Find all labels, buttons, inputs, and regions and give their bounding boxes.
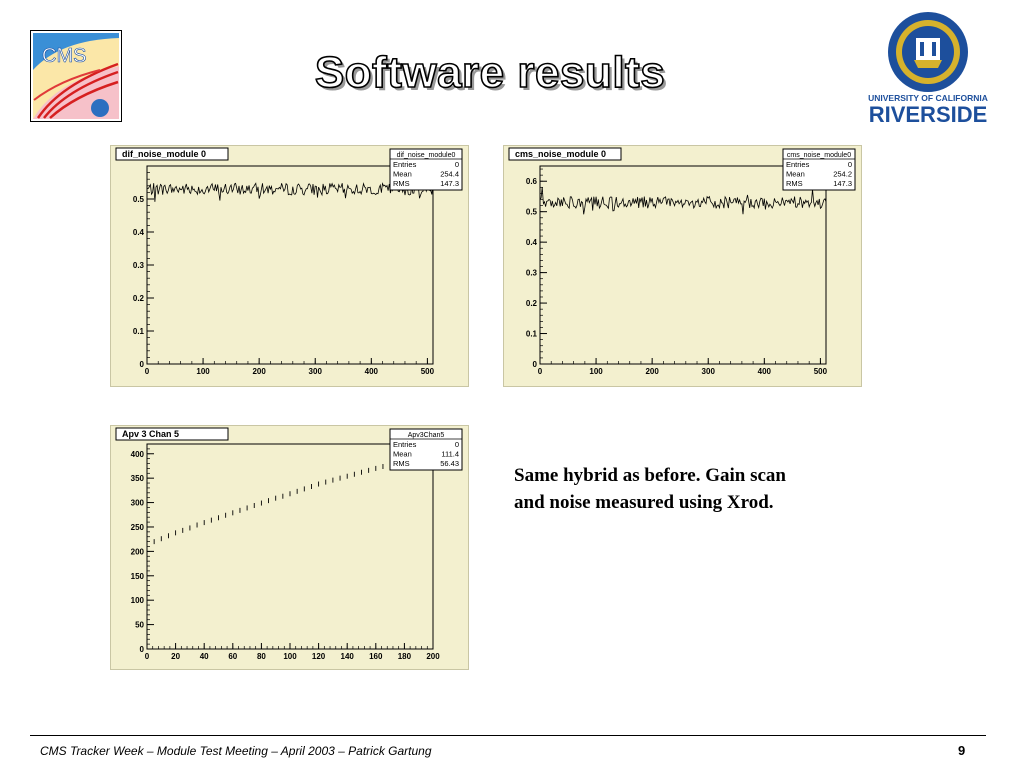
stats-value: 147.3 (833, 179, 852, 188)
x-tick-label: 140 (341, 652, 355, 661)
page-title: Software results (314, 47, 666, 98)
stats-name: Apv3Chan5 (408, 432, 445, 439)
stats-label: RMS (393, 459, 410, 468)
stats-box (782, 148, 856, 191)
stats-box (389, 428, 463, 471)
stats-value: 111.4 (441, 450, 459, 459)
y-tick-label: 100 (131, 596, 145, 605)
x-tick-label: 100 (283, 652, 297, 661)
y-tick-label: 0.2 (526, 299, 538, 308)
stats-box (389, 148, 463, 191)
caption-line-2: and noise measured using Xrod. (514, 492, 774, 513)
stats-label: Mean (393, 170, 412, 179)
y-tick-label: 0.5 (133, 195, 145, 204)
ucr-university-text: UNIVERSITY OF CALIFORNIA (868, 93, 988, 103)
stats-label: Entries (393, 160, 417, 169)
stats-value: 0 (848, 160, 852, 169)
footer-text: CMS Tracker Week – Module Test Meeting –… (40, 744, 432, 758)
stats-name: dif_noise_module0 (397, 152, 456, 159)
stats-value: 56.43 (440, 459, 459, 468)
y-tick-label: 0.3 (133, 261, 145, 270)
stats-label: Mean (786, 170, 805, 179)
x-tick-label: 20 (171, 652, 180, 661)
chart-panel-dif-noise: 0 100 200 300 400 500 0 0.1 0.2 0.3 0.4 0.5 dif_nois… (110, 145, 469, 387)
stats-label: RMS (393, 179, 410, 188)
y-tick-label: 0 (140, 645, 145, 654)
x-tick-label: 300 (309, 367, 323, 376)
chart-title: dif_noise_module 0 (122, 149, 206, 159)
x-tick-label: 400 (758, 367, 772, 376)
plot-frame (146, 443, 434, 650)
y-tick-label: 0.5 (526, 208, 538, 217)
x-tick-label: 200 (426, 652, 440, 661)
stats-value: 0 (455, 160, 459, 169)
x-tick-label: 60 (228, 652, 237, 661)
y-tick-label: 0 (140, 360, 145, 369)
y-tick-label: 350 (131, 474, 145, 483)
x-tick-label: 0 (145, 367, 150, 376)
y-tick-label: 200 (131, 547, 145, 556)
y-tick-label: 250 (131, 523, 145, 532)
y-tick-label: 400 (131, 450, 145, 459)
chart-title-box (115, 427, 229, 441)
page-number: 9 (958, 743, 966, 758)
y-tick-label: 0.3 (526, 269, 538, 278)
x-tick-label: 500 (814, 367, 828, 376)
cms-noise-chart: 0 100 200 300 400 500 0 0.1 0.2 0.3 0.4 0.5 0.6 cms_n… (508, 147, 856, 376)
chart-title-box (115, 147, 229, 161)
stats-label: Mean (393, 450, 412, 459)
x-tick-label: 500 (421, 367, 435, 376)
stats-name: cms_noise_module0 (787, 152, 851, 159)
stats-value: 254.4 (440, 170, 459, 179)
chart-panel-cms-noise: 0 100 200 300 400 500 0 0.1 0.2 0.3 0.4 0.5 0.6 cms_n… (503, 145, 862, 387)
series-line (539, 186, 827, 215)
chart-title: cms_noise_module 0 (515, 149, 606, 159)
ucr-logo: UNIVERSITY OF CALIFORNIA RIVERSIDE (868, 12, 988, 126)
x-tick-label: 100 (196, 367, 210, 376)
series-line (146, 174, 434, 202)
cms-logo: CMS (30, 30, 122, 122)
dif-noise-chart: 0 100 200 300 400 500 0 0.1 0.2 0.3 0.4 0.5 dif_nois… (115, 147, 463, 376)
chart-title-box (508, 147, 622, 161)
stats-label: RMS (786, 179, 803, 188)
cms-logo-text: CMS (42, 45, 86, 67)
x-tick-label: 400 (365, 367, 379, 376)
x-tick-label: 200 (645, 367, 659, 376)
x-tick-label: 300 (702, 367, 716, 376)
apv-chan-chart: 0 20 40 60 80 100 120 140 160 180 200 0 50 100 150 200 2… (115, 427, 463, 661)
y-tick-label: 0.2 (133, 294, 145, 303)
stats-value: 0 (455, 440, 459, 449)
y-tick-label: 150 (131, 572, 145, 581)
y-tick-label: 50 (135, 621, 144, 630)
chart-panel-apv-chan: 0 20 40 60 80 100 120 140 160 180 200 0 50 100 150 200 2… (110, 425, 469, 670)
y-tick-label: 0.1 (526, 330, 538, 339)
stats-value: 254.2 (833, 170, 852, 179)
x-tick-label: 0 (538, 367, 543, 376)
chart-title: Apv 3 Chan 5 (122, 429, 179, 439)
y-tick-label: 0.6 (526, 177, 538, 186)
plot-frame (539, 165, 827, 365)
footer-divider (30, 735, 986, 736)
x-tick-label: 180 (398, 652, 412, 661)
y-tick-label: 0 (533, 360, 538, 369)
x-tick-label: 200 (252, 367, 266, 376)
stats-label: Entries (393, 440, 417, 449)
slide-caption: Same hybrid as before. Gain scan and noi… (514, 462, 874, 516)
y-tick-label: 300 (131, 499, 145, 508)
ucr-riverside-text: RIVERSIDE (869, 102, 988, 126)
stats-value: 147.3 (440, 179, 459, 188)
stats-label: Entries (786, 160, 810, 169)
x-tick-label: 80 (257, 652, 266, 661)
y-tick-label: 0.4 (526, 238, 538, 247)
x-tick-label: 120 (312, 652, 326, 661)
x-tick-label: 40 (200, 652, 209, 661)
y-tick-label: 0.1 (133, 327, 145, 336)
x-tick-label: 100 (589, 367, 603, 376)
x-tick-label: 160 (369, 652, 383, 661)
plot-frame (146, 165, 434, 365)
caption-line-1: Same hybrid as before. Gain scan (514, 465, 787, 486)
y-tick-label: 0.4 (133, 228, 145, 237)
x-tick-label: 0 (145, 652, 150, 661)
